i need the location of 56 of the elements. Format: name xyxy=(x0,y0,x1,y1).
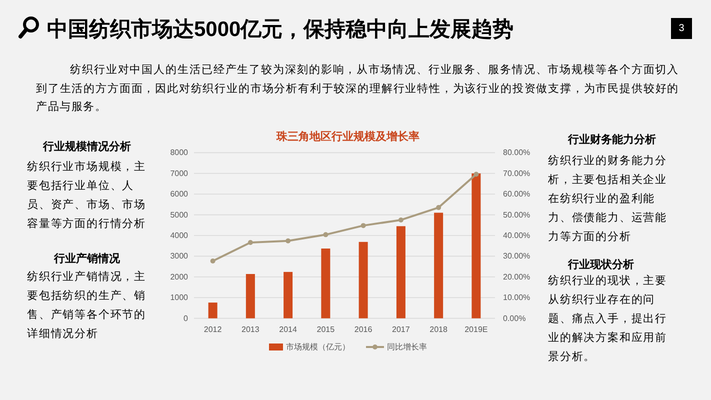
point xyxy=(286,238,291,244)
y-tick-label: 8000 xyxy=(170,148,189,158)
x-tick-label: 2015 xyxy=(316,325,336,334)
y2-tick-label: 10.00% xyxy=(503,293,530,302)
annotation: 纺织行业产销情况，主要包括纺织的生产、销售、产销等各个环节的详细情况分析 xyxy=(27,270,147,342)
x-tick-label: 2018 xyxy=(430,325,448,334)
y2-tick-label: 80.00% xyxy=(503,148,530,158)
bar xyxy=(472,173,481,318)
y2-tick-label: 60.00% xyxy=(503,190,530,199)
point xyxy=(360,223,366,228)
bar xyxy=(396,226,406,318)
chart-subtitle: 珠三角地区行业规模及增长率 xyxy=(276,130,420,143)
bar xyxy=(246,274,255,318)
annotation: 行业财务能力分析 xyxy=(568,132,657,148)
point xyxy=(474,172,479,177)
bar xyxy=(208,302,218,318)
y2-tick-label: 70.00% xyxy=(503,168,530,178)
y2-tick-label: 40.00% xyxy=(503,231,530,240)
annotation: 纺织行业的财务能力分析，主要包括相关企业在纺织行业的盈利能力、偿债能力、运营能力等方面的分析 xyxy=(548,154,668,244)
x-tick-label: 2016 xyxy=(354,325,373,334)
x-tick-label: 2013 xyxy=(242,325,260,334)
annotation: 纺织行业对中国人的生活已经产生了较为深刻的影响，从市场情况、行业服务、服务情况、市场规模等各个方面切入到了生活的方方面面，因此对纺织行业的市场分析有利于较深的理解行业特性，为该行业的投资做支撑，为市民提供较好的产品与服务。 xyxy=(36,62,679,116)
annotation: 行业现状分析 xyxy=(568,258,635,272)
point xyxy=(398,217,404,222)
x-tick-label: 2017 xyxy=(392,325,410,334)
bar xyxy=(321,248,330,318)
point xyxy=(248,240,253,246)
y-tick-label: 4000 xyxy=(170,231,189,240)
y-tick-label: 5000 xyxy=(170,210,189,220)
y-tick-label: 6000 xyxy=(170,190,189,199)
legend-label: 市场规模（亿元） xyxy=(286,342,350,352)
bar xyxy=(284,272,293,318)
title: 中国纺织市场达5000亿元，保持稳中向上发展趋势 xyxy=(47,17,514,43)
y2-tick-label: 50.00% xyxy=(503,210,530,220)
annotation: 行业产销情况 xyxy=(52,252,121,266)
x-tick-label: 2012 xyxy=(204,325,222,334)
y-tick-label: 2000 xyxy=(170,272,189,282)
y-tick-label: 3000 xyxy=(170,252,189,261)
x-tick-label: 2019E xyxy=(464,325,488,334)
y-tick-label: 7000 xyxy=(170,168,189,178)
legend-label: 同比增长率 xyxy=(387,342,427,352)
annotation: 纺织行业的现状，主要从纺织行业存在的问题、痛点入手，提出行业的解决方案和应用前景分析。 xyxy=(548,274,668,365)
bar xyxy=(358,242,368,318)
y2-tick-label: 30.00% xyxy=(503,252,530,261)
point xyxy=(436,205,442,210)
point xyxy=(210,258,216,264)
y2-tick-label: 20.00% xyxy=(503,272,530,282)
annotation: 行业规模情况分析 xyxy=(42,140,132,155)
bar xyxy=(434,212,444,318)
x-tick-label: 2014 xyxy=(279,325,298,334)
y-tick-label: 1000 xyxy=(170,293,189,302)
annotation: 纺织行业市场规模，主要包括行业单位、人员、资产、市场、市场容量等方面的行情分析 xyxy=(27,160,147,232)
y2-tick-label: 0.00% xyxy=(503,314,526,323)
y-tick-label: 0 xyxy=(184,314,189,323)
point xyxy=(323,232,328,238)
page-number: 3 xyxy=(671,18,692,39)
